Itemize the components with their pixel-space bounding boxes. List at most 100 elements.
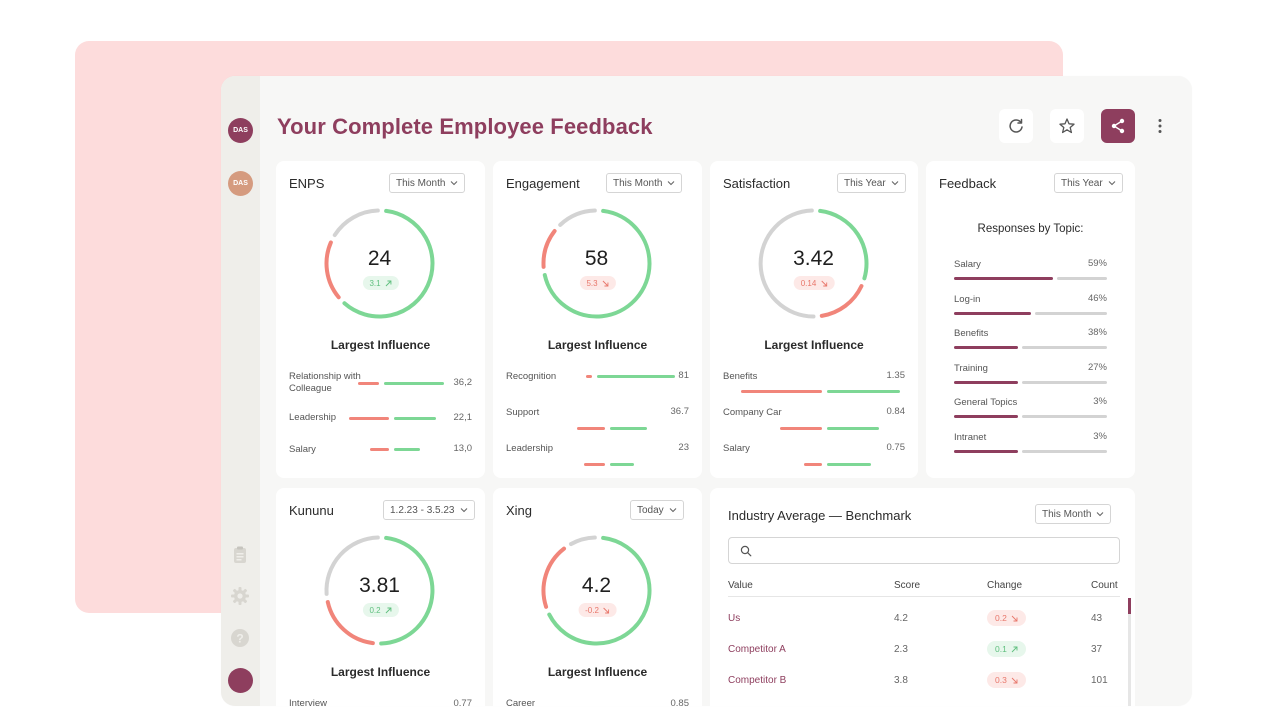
gauge-arc-green: [818, 208, 869, 281]
row-name[interactable]: Competitor A: [728, 644, 786, 655]
row-count: 37: [1091, 644, 1103, 655]
influence-bar-positive: [827, 390, 900, 393]
influence-value: 0.84: [886, 406, 906, 417]
influence-label: Company Car: [723, 407, 782, 418]
row-change-badge: 0.2: [987, 610, 1026, 626]
influence-heading: Largest Influence: [764, 338, 864, 352]
more-button[interactable]: [1143, 109, 1177, 143]
influence-value: 0.75: [886, 442, 906, 453]
gauge-arc-red: [325, 600, 375, 646]
period-dropdown[interactable]: 1.2.23 - 3.5.23: [383, 500, 475, 520]
help-icon[interactable]: ?: [230, 628, 250, 648]
influence-value: 0.85: [670, 698, 690, 706]
topic-value: 3%: [1093, 430, 1107, 442]
influence-value: 36.7: [670, 406, 690, 417]
favorite-button[interactable]: [1050, 109, 1084, 143]
influence-label: Salary: [289, 444, 316, 455]
card-title: Feedback: [939, 176, 997, 191]
refresh-icon: [1009, 118, 1023, 133]
arrow-up-right-icon: [385, 607, 392, 613]
feedback-card: Feedback This Year Responses by Topic: S…: [926, 161, 1135, 478]
chevron-down-icon: [1108, 181, 1116, 186]
topic-label: General Topics: [954, 397, 1018, 408]
column-header-value[interactable]: Value: [728, 580, 753, 591]
gear-icon[interactable]: [230, 586, 250, 606]
period-dropdown[interactable]: This Month: [606, 173, 683, 193]
topic-label: Benefits: [954, 328, 989, 339]
row-count: 43: [1091, 613, 1103, 624]
influence-value: 81: [678, 370, 689, 381]
engagement-card: Engagement This Month 58 5.3 Largest Inf…: [493, 161, 702, 478]
row-name[interactable]: Competitor B: [728, 675, 787, 686]
refresh-button[interactable]: [999, 109, 1033, 143]
period-dropdown[interactable]: This Month: [389, 173, 466, 193]
topic-label: Intranet: [954, 431, 987, 443]
influence-bar-negative: [358, 382, 379, 385]
gauge: [324, 208, 435, 319]
user-avatar[interactable]: [228, 668, 253, 693]
enps-card: ENPS This Month 24 3.1 Largest Influence…: [276, 161, 485, 478]
topic-bar-remainder: [1035, 311, 1107, 315]
influence-value: 36,2: [453, 377, 473, 388]
benchmark-card: Industry Average — Benchmark This Month …: [710, 488, 1135, 706]
scrollbar-thumb[interactable]: [1128, 598, 1131, 614]
influence-value: 22,1: [453, 412, 473, 423]
search-input[interactable]: [728, 537, 1120, 564]
influence-bar-negative: [577, 427, 605, 430]
card-title: Xing: [506, 503, 533, 518]
gauge-arc-grey: [324, 535, 380, 596]
column-header-count[interactable]: Count: [1091, 580, 1118, 591]
table-divider: [728, 596, 1120, 597]
arrow-up-right-icon: [385, 280, 392, 286]
period-dropdown[interactable]: This Year: [1054, 173, 1123, 193]
share-button[interactable]: [1101, 109, 1135, 143]
topic-bar-fill: [954, 346, 1018, 349]
influence-label: Recognition: [506, 371, 557, 382]
gauge: [541, 535, 652, 646]
row-score: 4.2: [894, 613, 908, 624]
gauge-arc-grey: [558, 208, 597, 227]
influence-heading: Largest Influence: [547, 665, 648, 679]
influence-bar-positive: [610, 427, 647, 430]
influence-label: Relationship with Colleague: [289, 371, 361, 394]
row-change-badge: 0.1: [987, 641, 1026, 657]
arrow-down-right-icon: [602, 280, 609, 286]
change-badge: 3.1: [362, 276, 399, 290]
column-header-score[interactable]: Score: [894, 580, 921, 591]
xing-card: Xing Today 4.2 -0.2 Largest Influence Ca…: [493, 488, 702, 706]
period-dropdown[interactable]: This Month: [1035, 504, 1112, 524]
gauge-arc-green: [542, 208, 652, 319]
topic-bar-remainder: [1022, 380, 1107, 384]
row-count: 101: [1091, 675, 1108, 686]
column-header-change[interactable]: Change: [987, 580, 1023, 591]
influence-bar-negative: [349, 417, 389, 420]
arrow-up-right-icon: [1011, 646, 1018, 652]
clipboard-icon[interactable]: [230, 545, 250, 565]
gauge: [541, 208, 652, 319]
row-score: 2.3: [894, 644, 908, 655]
chevron-down-icon: [451, 181, 458, 186]
topic-value: 46%: [1087, 292, 1107, 304]
topic-value: 27%: [1087, 361, 1107, 373]
scrollbar[interactable]: [1128, 598, 1131, 706]
workspace-avatar-2[interactable]: DAS: [228, 171, 253, 196]
svg-text:?: ?: [236, 632, 243, 646]
influence-bar-positive: [597, 375, 675, 378]
topic-bar-fill: [954, 449, 1018, 453]
row-name[interactable]: Us: [728, 613, 741, 624]
period-dropdown[interactable]: Today: [630, 500, 684, 520]
change-badge: 0.14: [793, 276, 835, 290]
card-title: Satisfaction: [723, 176, 791, 191]
benchmark-title: Industry Average — Benchmark: [728, 508, 912, 523]
influence-label: Career: [506, 698, 536, 706]
influence-bar-positive: [610, 463, 634, 466]
influence-bar-negative: [804, 463, 822, 466]
chevron-down-icon: [891, 181, 899, 186]
influence-bar-positive: [394, 417, 436, 420]
topic-bar-remainder: [1057, 277, 1107, 280]
gauge-arc-grey: [332, 208, 380, 238]
period-dropdown[interactable]: This Year: [837, 173, 906, 193]
topic-label: Training: [954, 362, 988, 374]
workspace-avatar-1[interactable]: DAS: [228, 118, 253, 143]
influence-heading: Largest Influence: [547, 338, 648, 352]
